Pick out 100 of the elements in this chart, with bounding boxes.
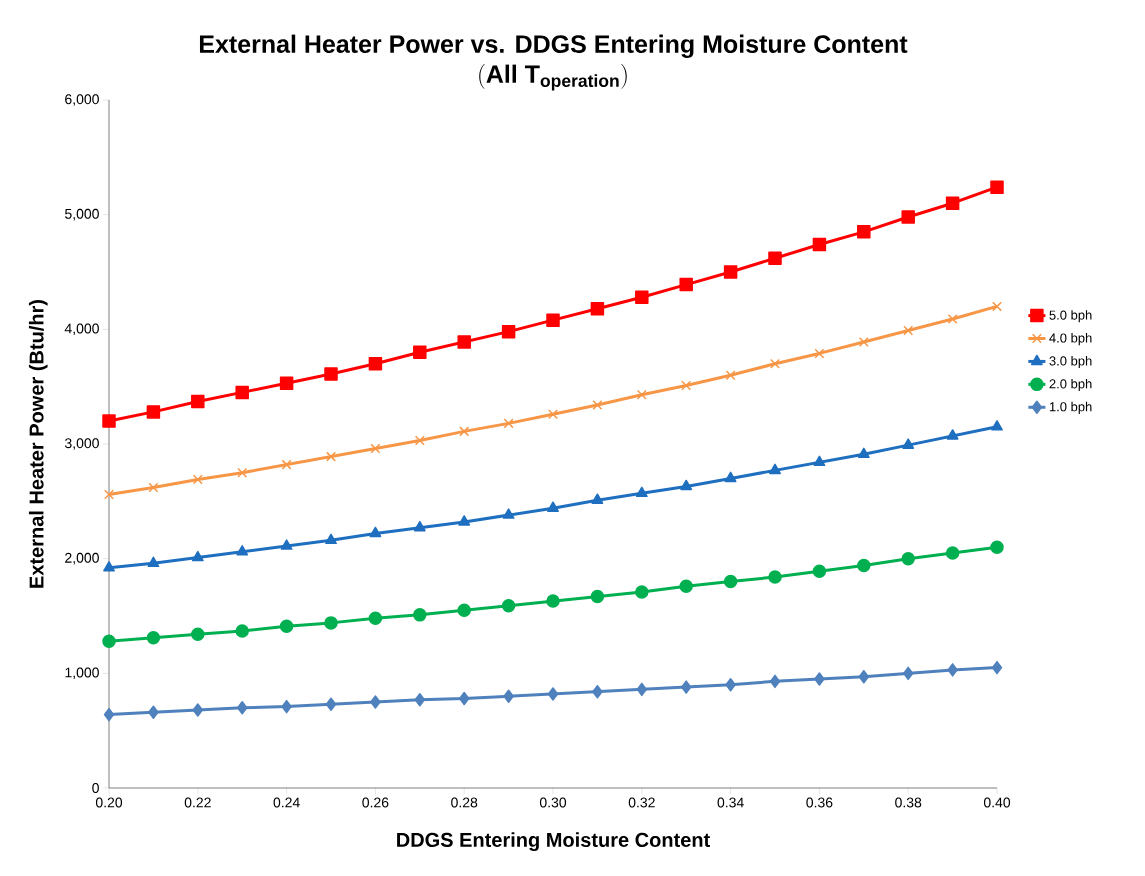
point bbox=[636, 682, 648, 697]
x-tick-label: 0.38 bbox=[895, 797, 922, 808]
point bbox=[103, 707, 115, 722]
point bbox=[326, 451, 336, 462]
point bbox=[146, 405, 161, 419]
point bbox=[902, 438, 915, 449]
point bbox=[413, 608, 427, 622]
y-axis-title: External Heater Power (Btu/hr) bbox=[28, 300, 48, 588]
point bbox=[681, 380, 692, 391]
point bbox=[812, 237, 827, 252]
legend-label: 3.0 bph bbox=[1049, 355, 1092, 369]
point bbox=[148, 705, 159, 720]
point bbox=[191, 627, 205, 642]
x-tick-label: 0.36 bbox=[806, 797, 833, 808]
point bbox=[679, 277, 693, 292]
point bbox=[679, 579, 693, 593]
point bbox=[370, 695, 381, 709]
point bbox=[725, 678, 736, 692]
point bbox=[680, 680, 692, 694]
point bbox=[279, 619, 294, 634]
point bbox=[324, 616, 338, 630]
point bbox=[635, 585, 649, 599]
point bbox=[413, 345, 427, 360]
point bbox=[901, 551, 915, 566]
point bbox=[503, 689, 514, 704]
point bbox=[725, 370, 736, 381]
x-tick-label: 0.34 bbox=[717, 797, 744, 808]
legend-label: 5.0 bph bbox=[1049, 310, 1092, 323]
point bbox=[635, 486, 648, 498]
point bbox=[636, 389, 647, 400]
point bbox=[635, 290, 649, 304]
point bbox=[768, 251, 782, 265]
point bbox=[813, 455, 826, 467]
y-tick-label: 0 bbox=[92, 783, 99, 793]
point bbox=[501, 324, 516, 339]
point bbox=[547, 501, 559, 512]
point bbox=[991, 660, 1003, 675]
point bbox=[502, 508, 515, 519]
point bbox=[947, 663, 958, 677]
chart-title: External Heater Power vs. DDGS Entering Moisture Content bbox=[199, 34, 908, 59]
point bbox=[814, 672, 825, 686]
y-tick-label: 4,000 bbox=[64, 323, 99, 336]
point bbox=[235, 385, 249, 400]
point bbox=[102, 634, 116, 648]
x-tick-label: 0.32 bbox=[628, 797, 655, 808]
legend-label: 4.0 bph bbox=[1049, 333, 1092, 346]
point bbox=[592, 684, 603, 699]
point bbox=[769, 463, 781, 475]
point bbox=[768, 570, 782, 584]
point bbox=[501, 598, 516, 613]
x-tick-label: 0.40 bbox=[983, 797, 1011, 808]
point bbox=[546, 594, 560, 608]
point bbox=[723, 574, 738, 589]
point bbox=[192, 474, 203, 485]
point bbox=[770, 358, 780, 369]
point bbox=[547, 687, 559, 701]
point bbox=[857, 447, 870, 459]
point bbox=[280, 539, 293, 550]
legend-label: 1.0 bph bbox=[1049, 401, 1092, 414]
point bbox=[990, 540, 1004, 554]
x-tick-label: 0.20 bbox=[95, 797, 123, 808]
point bbox=[814, 348, 825, 359]
y-tick-label: 1,000 bbox=[65, 667, 99, 680]
y-tick-label: 5,000 bbox=[65, 208, 99, 221]
x-tick-label: 0.26 bbox=[362, 797, 389, 808]
point bbox=[413, 520, 426, 532]
point bbox=[457, 603, 471, 618]
point bbox=[102, 414, 116, 428]
point bbox=[104, 489, 114, 500]
point bbox=[946, 429, 959, 440]
point bbox=[369, 526, 382, 538]
point bbox=[458, 515, 471, 526]
point bbox=[546, 313, 560, 327]
point bbox=[146, 631, 161, 645]
point bbox=[590, 301, 605, 316]
x-tick-label: 0.30 bbox=[539, 797, 567, 808]
point bbox=[414, 692, 426, 707]
point bbox=[281, 699, 292, 714]
point bbox=[901, 210, 915, 224]
point bbox=[591, 493, 604, 504]
point bbox=[457, 335, 471, 349]
point bbox=[947, 314, 958, 325]
point bbox=[991, 420, 1003, 431]
point bbox=[858, 336, 869, 347]
point bbox=[147, 556, 160, 567]
point bbox=[281, 459, 292, 470]
point bbox=[723, 265, 738, 279]
point bbox=[724, 471, 737, 483]
y-tick-label: 2,000 bbox=[65, 552, 99, 565]
point bbox=[279, 376, 294, 390]
point bbox=[503, 418, 514, 429]
x-tick-label: 0.24 bbox=[273, 797, 300, 808]
point bbox=[902, 666, 914, 681]
point bbox=[903, 325, 914, 336]
x-tick-label: 0.22 bbox=[184, 797, 211, 808]
point bbox=[324, 367, 338, 381]
point bbox=[945, 196, 960, 210]
point bbox=[590, 589, 605, 604]
point bbox=[192, 703, 204, 717]
point bbox=[236, 545, 249, 556]
